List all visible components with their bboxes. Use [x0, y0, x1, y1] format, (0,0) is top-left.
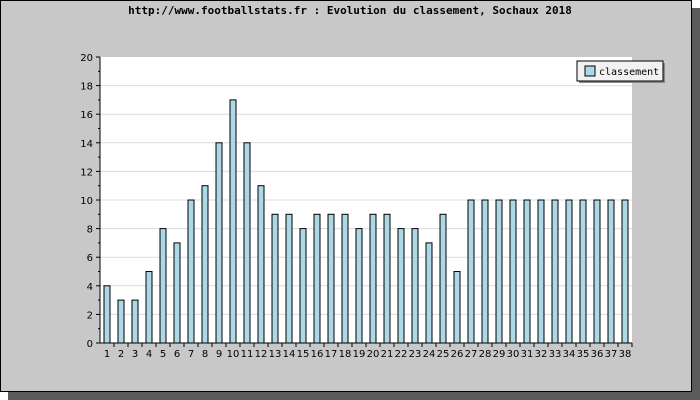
y-tick-label: 18 [80, 82, 93, 93]
x-tick-label: 6 [174, 349, 180, 360]
x-tick-label: 21 [381, 349, 394, 360]
bar [481, 199, 489, 344]
bar [397, 228, 405, 344]
x-tick-label: 10 [227, 349, 240, 360]
bar [271, 213, 279, 344]
x-tick-label: 1 [104, 349, 110, 360]
bar [145, 271, 153, 344]
bar [355, 228, 363, 344]
y-tick-label: 0 [87, 339, 93, 350]
legend-box [576, 60, 664, 82]
x-tick-label: 3 [132, 349, 138, 360]
bar [467, 199, 475, 344]
x-tick-label: 23 [409, 349, 422, 360]
x-tick-label: 28 [479, 349, 492, 360]
y-tick-label: 6 [87, 253, 93, 264]
bar [285, 213, 293, 344]
x-tick-label: 18 [339, 349, 352, 360]
y-tick-label: 12 [80, 167, 93, 178]
bar [579, 199, 587, 344]
bar [593, 199, 601, 344]
bar [369, 213, 377, 344]
bar [187, 199, 195, 344]
bar [173, 242, 181, 344]
bar [439, 213, 447, 344]
x-tick-label: 7 [188, 349, 194, 360]
bar [411, 228, 419, 344]
bar [229, 99, 237, 344]
y-tick-label: 4 [87, 282, 93, 293]
x-tick-label: 30 [507, 349, 520, 360]
bar [117, 299, 125, 344]
x-tick-label: 16 [311, 349, 324, 360]
legend-label: classement [599, 67, 659, 78]
x-tick-label: 2 [118, 349, 124, 360]
bar [243, 142, 251, 344]
x-tick-label: 33 [549, 349, 562, 360]
x-tick-label: 15 [297, 349, 310, 360]
bar [103, 285, 111, 344]
frame-shadow-bottom [8, 392, 700, 400]
y-tick-label: 8 [87, 225, 93, 236]
bar [495, 199, 503, 344]
bar [607, 199, 615, 344]
chart-title: http://www.footballstats.fr : Evolution … [128, 4, 572, 17]
x-tick-label: 32 [535, 349, 548, 360]
bar [453, 271, 461, 344]
bar [341, 213, 349, 344]
x-tick-label: 24 [423, 349, 436, 360]
x-tick-label: 22 [395, 349, 408, 360]
x-tick-label: 25 [437, 349, 450, 360]
legend-swatch [584, 65, 596, 77]
x-tick-label: 11 [241, 349, 254, 360]
y-tick-label: 16 [80, 110, 93, 121]
x-tick-label: 9 [216, 349, 222, 360]
x-tick-label: 29 [493, 349, 506, 360]
y-tick-label: 10 [80, 196, 93, 207]
x-tick-label: 34 [563, 349, 576, 360]
bar [425, 242, 433, 344]
x-tick-label: 13 [269, 349, 282, 360]
bar [383, 213, 391, 344]
x-tick-label: 38 [619, 349, 632, 360]
bar [201, 185, 209, 344]
x-tick-label: 17 [325, 349, 338, 360]
frame-shadow-right [692, 8, 700, 400]
y-tick-label: 2 [87, 310, 93, 321]
y-tick-label: 14 [80, 139, 93, 150]
bar [159, 228, 167, 344]
x-tick-label: 5 [160, 349, 166, 360]
bar [509, 199, 517, 344]
bar [215, 142, 223, 344]
bar [621, 199, 629, 344]
x-tick-label: 12 [255, 349, 268, 360]
bar [257, 185, 265, 344]
bar [551, 199, 559, 344]
x-tick-label: 8 [202, 349, 208, 360]
bar [537, 199, 545, 344]
x-tick-label: 14 [283, 349, 296, 360]
x-tick-label: 31 [521, 349, 534, 360]
y-tick-label: 20 [80, 53, 93, 64]
x-tick-label: 20 [367, 349, 380, 360]
x-tick-label: 26 [451, 349, 464, 360]
x-tick-label: 35 [577, 349, 590, 360]
bar [299, 228, 307, 344]
bar [565, 199, 573, 344]
bar [327, 213, 335, 344]
bar [523, 199, 531, 344]
x-tick-label: 27 [465, 349, 478, 360]
x-tick-label: 37 [605, 349, 618, 360]
bar [313, 213, 321, 344]
x-tick-label: 36 [591, 349, 604, 360]
x-tick-label: 19 [353, 349, 366, 360]
x-tick-label: 4 [146, 349, 152, 360]
bar [131, 299, 139, 344]
